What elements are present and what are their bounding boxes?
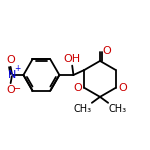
- Text: O: O: [73, 83, 82, 93]
- Text: O: O: [103, 46, 112, 56]
- Text: +: +: [14, 64, 20, 73]
- Text: −: −: [13, 84, 21, 94]
- Text: N: N: [8, 70, 16, 80]
- Text: OH: OH: [64, 54, 81, 64]
- Text: O: O: [6, 85, 15, 95]
- Text: O: O: [6, 55, 15, 65]
- Text: CH₃: CH₃: [73, 104, 91, 114]
- Text: CH₃: CH₃: [109, 104, 127, 114]
- Text: O: O: [118, 83, 127, 93]
